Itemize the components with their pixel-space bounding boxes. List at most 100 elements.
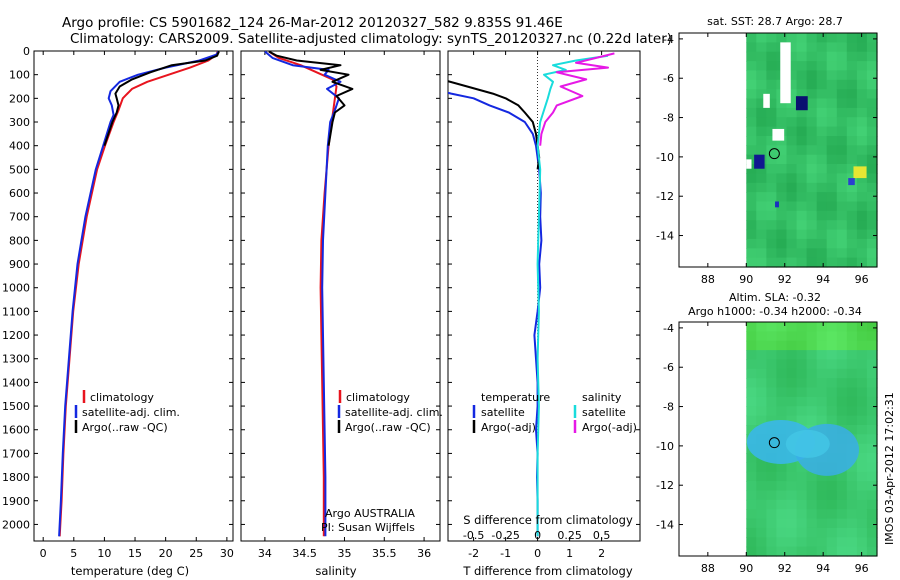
difference-plot: -2 -1 0 1 2 -0.5 -0.25 0 0.25 0.5 bbox=[448, 50, 640, 560]
map-cell bbox=[766, 61, 778, 72]
map-cell bbox=[866, 79, 878, 90]
series-line-3 bbox=[536, 54, 609, 537]
map-cell bbox=[786, 359, 798, 370]
map-cell bbox=[866, 229, 878, 240]
map-cell bbox=[836, 509, 848, 520]
map-cell bbox=[776, 210, 788, 221]
map-cell bbox=[836, 70, 848, 81]
map-cell bbox=[746, 126, 757, 137]
map-cell bbox=[776, 173, 788, 184]
map-cell bbox=[796, 350, 808, 361]
map-cell bbox=[776, 378, 788, 389]
map-cell bbox=[866, 396, 878, 407]
map-cell bbox=[746, 340, 757, 351]
map-cell bbox=[766, 79, 778, 90]
xtick-label: 35.5 bbox=[372, 547, 397, 560]
map-cell bbox=[796, 126, 808, 137]
map-cell bbox=[766, 481, 778, 492]
xtick-label: 15 bbox=[128, 547, 142, 560]
map-cell bbox=[786, 136, 798, 146]
map-cell bbox=[786, 182, 798, 193]
ytick-label: 1300 bbox=[2, 353, 30, 366]
map-cell bbox=[816, 350, 828, 361]
map-cell bbox=[856, 182, 868, 193]
map-cell bbox=[856, 378, 868, 389]
map-cell bbox=[806, 537, 818, 548]
map-cell bbox=[796, 546, 808, 557]
map-cell bbox=[776, 537, 788, 548]
map-cell bbox=[806, 340, 818, 351]
map-cell bbox=[786, 387, 798, 398]
map-cell bbox=[836, 42, 848, 53]
map-cell bbox=[766, 182, 778, 193]
series-line-3 bbox=[268, 51, 354, 146]
map-cell bbox=[836, 210, 848, 221]
map-cell bbox=[786, 368, 798, 379]
map-cell bbox=[806, 527, 818, 538]
map-cell bbox=[826, 117, 838, 128]
map-cell bbox=[846, 182, 858, 193]
map-cell bbox=[776, 462, 788, 473]
sla-map-title1: Altim. SLA: -0.32 bbox=[729, 291, 821, 304]
map-cell bbox=[806, 481, 818, 492]
map-cell bbox=[816, 117, 828, 128]
ytick-label: 1600 bbox=[2, 424, 30, 437]
map-cell bbox=[836, 51, 848, 62]
temperature-panel bbox=[33, 50, 234, 542]
map-cell bbox=[786, 70, 798, 81]
map-cell bbox=[846, 192, 858, 203]
map-cell bbox=[786, 173, 798, 184]
map-cell bbox=[806, 471, 818, 482]
map-cell bbox=[776, 220, 788, 231]
map-cell bbox=[836, 229, 848, 240]
map-cell bbox=[766, 229, 778, 240]
map-ytick-label: -6 bbox=[663, 361, 674, 374]
sla-map: 88 90 92 94 96 -4 -6 -8 -10 -12 -14 bbox=[656, 321, 878, 575]
map-cell bbox=[866, 425, 878, 435]
map-cell bbox=[846, 378, 858, 389]
map-cell bbox=[786, 378, 798, 389]
map-cell bbox=[756, 136, 767, 146]
map-cell bbox=[756, 61, 767, 72]
map-cell bbox=[796, 89, 808, 100]
map-cell bbox=[836, 396, 848, 407]
map-cell bbox=[746, 322, 757, 332]
map-cell bbox=[836, 387, 848, 398]
map-cell bbox=[856, 331, 868, 342]
map-cell bbox=[806, 70, 818, 81]
map-cell bbox=[776, 164, 788, 174]
map-cell bbox=[826, 210, 838, 221]
series-line-1 bbox=[58, 51, 219, 537]
map-cell bbox=[836, 546, 848, 557]
map-cell bbox=[846, 406, 858, 417]
map-cell bbox=[806, 164, 818, 174]
map-cell bbox=[856, 238, 868, 249]
map-cell bbox=[786, 220, 798, 231]
map-cell bbox=[866, 164, 878, 174]
map-cell bbox=[756, 248, 767, 259]
map-cell bbox=[796, 192, 808, 203]
map-cell bbox=[746, 248, 757, 259]
map-cell bbox=[816, 527, 828, 538]
map-cell bbox=[756, 546, 767, 557]
map-cell bbox=[816, 42, 828, 53]
map-cell bbox=[746, 238, 757, 249]
map-cell bbox=[826, 126, 838, 137]
map-cell bbox=[846, 527, 858, 538]
map-cell bbox=[766, 499, 778, 510]
map-cell bbox=[826, 136, 838, 146]
map-cell bbox=[846, 229, 858, 240]
map-cell bbox=[846, 425, 858, 435]
map-cell bbox=[756, 406, 767, 417]
xtick-label: 35 bbox=[337, 547, 351, 560]
stick-label: -0.25 bbox=[491, 529, 519, 542]
map-cell bbox=[746, 51, 757, 62]
map-cell bbox=[796, 387, 808, 398]
map-cell bbox=[786, 481, 798, 492]
map-cell bbox=[746, 518, 757, 529]
map-cell bbox=[866, 509, 878, 520]
map-cell bbox=[826, 378, 838, 389]
map-cell bbox=[856, 248, 868, 259]
map-cell bbox=[746, 368, 757, 379]
map-cell bbox=[816, 220, 828, 231]
